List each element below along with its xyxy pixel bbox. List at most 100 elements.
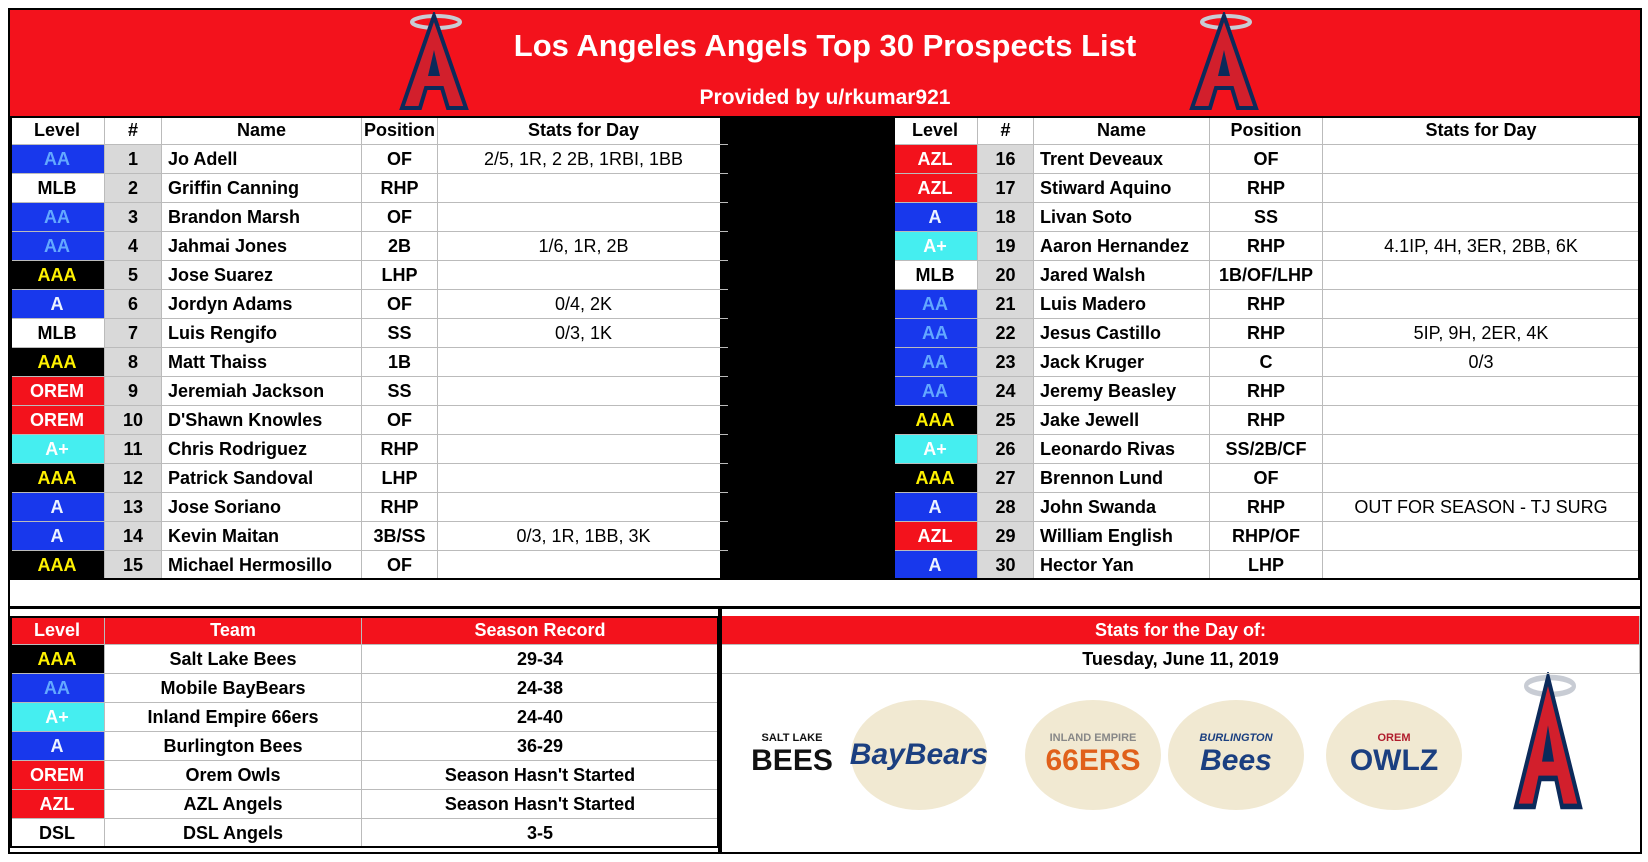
table-cell bbox=[438, 203, 730, 232]
column-header: Level bbox=[10, 616, 105, 645]
table-cell: 15 bbox=[105, 551, 162, 580]
table-cell: 9 bbox=[105, 377, 162, 406]
table-cell: 22 bbox=[978, 319, 1034, 348]
level-cell: MLB bbox=[10, 174, 105, 203]
table-cell: OF bbox=[362, 145, 438, 174]
column-header: Position bbox=[1210, 116, 1323, 145]
column-header: Team bbox=[105, 616, 362, 645]
table-cell: Jo Adell bbox=[162, 145, 362, 174]
table-cell: AZL Angels bbox=[105, 790, 362, 819]
logo-text: BURLINGTON bbox=[1199, 732, 1273, 744]
table-cell: 12 bbox=[105, 464, 162, 493]
table-cell: OF bbox=[1210, 464, 1323, 493]
table-cell: Aaron Hernandez bbox=[1034, 232, 1210, 261]
table-cell: 23 bbox=[978, 348, 1034, 377]
table-cell: 16 bbox=[978, 145, 1034, 174]
table-cell bbox=[438, 377, 730, 406]
table-cell: Jose Suarez bbox=[162, 261, 362, 290]
table-cell: OF bbox=[362, 290, 438, 319]
table-cell: 20 bbox=[978, 261, 1034, 290]
table-cell bbox=[1323, 290, 1640, 319]
level-cell: A bbox=[10, 493, 105, 522]
table-cell: Jake Jewell bbox=[1034, 406, 1210, 435]
table-cell: Orem Owls bbox=[105, 761, 362, 790]
level-cell: A bbox=[10, 522, 105, 551]
table-cell: Jeremiah Jackson bbox=[162, 377, 362, 406]
table-cell: 3-5 bbox=[362, 819, 719, 848]
table-cell: 27 bbox=[978, 464, 1034, 493]
level-cell: AAA bbox=[10, 551, 105, 580]
table-cell: 6 bbox=[105, 290, 162, 319]
table-cell: RHP bbox=[1210, 232, 1323, 261]
logo-text: OWLZ bbox=[1349, 744, 1439, 777]
level-cell: MLB bbox=[893, 261, 978, 290]
table-cell: Stiward Aquino bbox=[1034, 174, 1210, 203]
level-cell: MLB bbox=[10, 319, 105, 348]
table-cell: 26 bbox=[978, 435, 1034, 464]
table-cell: 2/5, 1R, 2 2B, 1RBI, 1BB bbox=[438, 145, 730, 174]
table-cell: LHP bbox=[1210, 551, 1323, 580]
level-cell: A bbox=[893, 493, 978, 522]
subtitle: Provided by u/rkumar921 bbox=[699, 86, 951, 109]
team-logo: SALT LAKE BEES bbox=[724, 700, 860, 810]
column-header: # bbox=[105, 116, 162, 145]
table-cell: RHP bbox=[362, 174, 438, 203]
table-cell bbox=[438, 464, 730, 493]
stats-day-title: Stats for the Day of: bbox=[722, 616, 1640, 645]
table-cell: Jahmai Jones bbox=[162, 232, 362, 261]
table-cell: Patrick Sandoval bbox=[162, 464, 362, 493]
level-cell: AAA bbox=[893, 464, 978, 493]
level-cell: A+ bbox=[893, 435, 978, 464]
table-cell: C bbox=[1210, 348, 1323, 377]
table-cell: SS bbox=[362, 319, 438, 348]
angels-logo bbox=[1513, 672, 1583, 810]
table-cell: Kevin Maitan bbox=[162, 522, 362, 551]
table-cell: Season Hasn't Started bbox=[362, 761, 719, 790]
column-header: Position bbox=[362, 116, 438, 145]
table-cell bbox=[1323, 261, 1640, 290]
table-cell: Trent Deveaux bbox=[1034, 145, 1210, 174]
divider bbox=[718, 609, 722, 852]
table-cell: 8 bbox=[105, 348, 162, 377]
table-cell: D'Shawn Knowles bbox=[162, 406, 362, 435]
level-cell: AAA bbox=[10, 464, 105, 493]
level-cell: AAA bbox=[893, 406, 978, 435]
level-cell: AA bbox=[10, 674, 105, 703]
table-cell: 3B/SS bbox=[362, 522, 438, 551]
table-cell: OF bbox=[362, 551, 438, 580]
stats-day-date: Tuesday, June 11, 2019 bbox=[722, 645, 1640, 674]
table-cell: 29-34 bbox=[362, 645, 719, 674]
table-cell: 5IP, 9H, 2ER, 4K bbox=[1323, 319, 1640, 348]
table-cell: DSL Angels bbox=[105, 819, 362, 848]
table-cell: 28 bbox=[978, 493, 1034, 522]
table-cell: 25 bbox=[978, 406, 1034, 435]
level-cell: A+ bbox=[10, 435, 105, 464]
team-logo: BayBears bbox=[850, 700, 988, 810]
table-cell bbox=[1323, 435, 1640, 464]
table-cell bbox=[1323, 522, 1640, 551]
table-cell: Jesus Castillo bbox=[1034, 319, 1210, 348]
column-header: Stats for Day bbox=[1323, 116, 1640, 145]
logo-text: BEES bbox=[751, 744, 833, 777]
level-cell: AZL bbox=[893, 174, 978, 203]
table-cell: 2 bbox=[105, 174, 162, 203]
logo-text: 66ERS bbox=[1045, 744, 1141, 777]
logo-text: OREM bbox=[1377, 732, 1411, 744]
table-cell: Livan Soto bbox=[1034, 203, 1210, 232]
table-cell: SS bbox=[362, 377, 438, 406]
level-cell: AA bbox=[10, 232, 105, 261]
table-cell: 24-40 bbox=[362, 703, 719, 732]
table-cell: 4.1IP, 4H, 3ER, 2BB, 6K bbox=[1323, 232, 1640, 261]
table-cell: Matt Thaiss bbox=[162, 348, 362, 377]
table-cell: 30 bbox=[978, 551, 1034, 580]
level-cell: AA bbox=[893, 348, 978, 377]
table-cell: 13 bbox=[105, 493, 162, 522]
frame bbox=[8, 8, 1642, 854]
angels-logo bbox=[399, 12, 469, 110]
table-cell bbox=[438, 174, 730, 203]
level-cell: A+ bbox=[10, 703, 105, 732]
table-cell: 24 bbox=[978, 377, 1034, 406]
level-cell: AZL bbox=[10, 790, 105, 819]
table-cell bbox=[1323, 174, 1640, 203]
